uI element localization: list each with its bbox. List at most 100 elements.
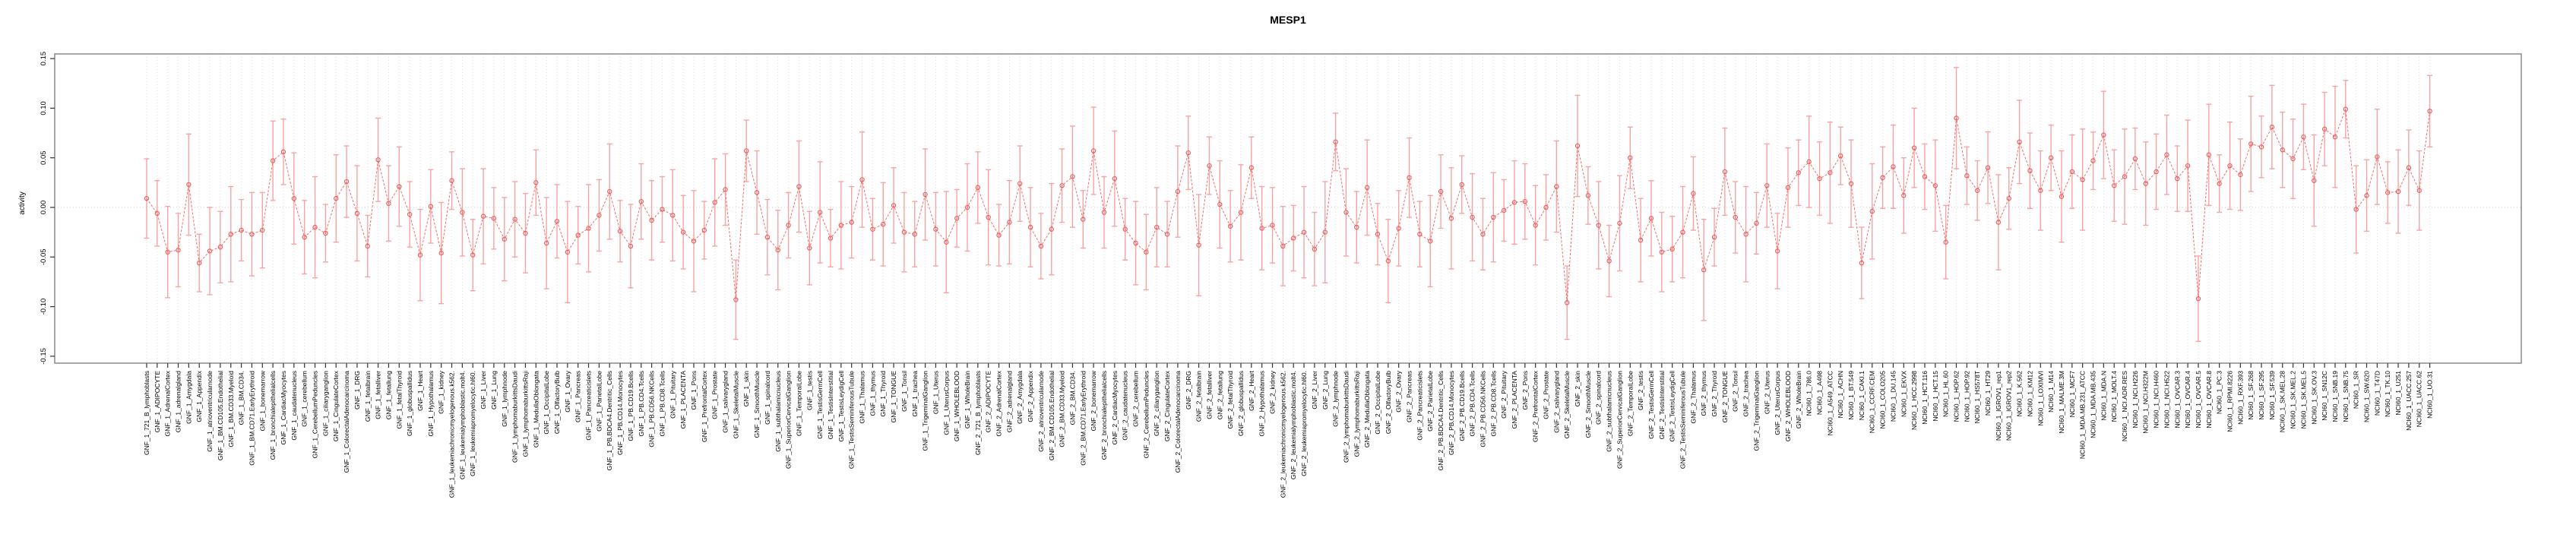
x-tick-label: GNF_2_thymus <box>1700 371 1707 416</box>
x-tick-label: GNF_1_PB.CD19.Bcells <box>627 371 635 441</box>
x-tick-label: NCI60_1_MOLT.4 <box>2110 371 2118 422</box>
data-point <box>154 210 160 217</box>
data-point <box>1975 188 1980 193</box>
x-tick-label: GNF_1_salivarygland <box>722 371 729 433</box>
data-point <box>1701 267 1707 273</box>
data-point <box>207 248 213 254</box>
plot-box <box>54 53 2522 364</box>
data-point <box>417 252 423 258</box>
data-point <box>176 247 181 253</box>
data-point <box>807 245 812 251</box>
data-point <box>1417 232 1422 237</box>
x-tick-label: GNF_2_subthalamicnucleus <box>1606 371 1613 452</box>
data-point <box>1932 183 1938 188</box>
x-tick-label: GNF_2_kidney <box>1269 370 1277 413</box>
x-tick-label: GNF_2_PLACENTA <box>1511 371 1518 429</box>
x-tick-label: GNF_1_BM.CD33.Myeloid <box>227 371 235 447</box>
data-point <box>1659 249 1665 255</box>
data-point <box>2143 181 2148 186</box>
data-point <box>1133 240 1138 246</box>
x-tick-label: GNF_1_ColorectalAdenocarcinoma <box>343 371 350 473</box>
data-point <box>291 196 297 201</box>
x-tick-label: NCI60_1_EKVX <box>1900 371 1907 417</box>
x-tick-label: NCI60_1_SNB.19 <box>2331 371 2339 422</box>
x-tick-label: GNF_2_caudatenucleus <box>1122 371 1129 441</box>
x-tick-label: GNF_1_TestisGermCell <box>816 371 824 439</box>
data-point <box>2427 109 2432 114</box>
data-point <box>2175 175 2180 182</box>
x-tick-label: NCI60_1_UACC.257 <box>2405 371 2413 431</box>
data-point <box>217 245 223 250</box>
data-point <box>964 204 970 210</box>
data-point <box>2343 106 2349 112</box>
x-tick-label: NCI60_1_ACHN <box>1837 371 1844 418</box>
x-tick-label: NCI60_1_HT29 <box>1984 371 1992 416</box>
x-tick-label: GNF_2_PB.CD19.Bcells <box>1458 371 1466 441</box>
data-point <box>1859 260 1865 266</box>
data-point <box>2027 168 2033 173</box>
data-point <box>1227 223 1233 229</box>
data-point <box>2006 196 2011 201</box>
x-tick-label: GNF_1_Lung <box>490 371 498 409</box>
x-tick-label: GNF_1_BM.CD71.EarlyErythroid <box>248 371 255 466</box>
x-tick-label: GNF_2_skin <box>1574 371 1581 407</box>
x-tick-label: GNF_1_lymphomaburkittsRaji <box>521 371 529 457</box>
data-point <box>2206 152 2212 157</box>
x-tick-label: GNF_2_ColorectalAdenocarcinoma <box>1174 371 1182 473</box>
x-tick-label: NCI60_1_NCI.H460 <box>2153 371 2160 428</box>
data-point <box>1722 169 1728 175</box>
chart-title: MESP1 <box>1270 14 1306 26</box>
data-point <box>2280 147 2285 153</box>
x-tick-label: GNF_1_bronchialepithelialcells <box>269 371 277 460</box>
x-tick-label: GNF_2_Amygdala <box>1016 371 1024 424</box>
data-point <box>786 223 791 228</box>
x-tick-label: GNF_1_Appendix <box>195 370 203 422</box>
x-tick-label: GNF_1_Pancreas <box>574 371 582 422</box>
x-tick-label: GNF_2_trachea <box>1742 371 1750 417</box>
x-tick-label: GNF_2_CingulateCortex <box>1163 370 1171 441</box>
data-point <box>397 184 402 189</box>
x-tick-label: GNF_1_Pancreaticislets <box>585 371 593 441</box>
x-tick-label: GNF_2_Lung <box>1321 371 1329 409</box>
data-point <box>354 210 360 217</box>
data-point <box>986 214 991 220</box>
data-point <box>365 243 370 249</box>
x-tick-label: NCI60_1_IGROV1_rep2 <box>2005 371 2013 441</box>
data-point <box>302 234 307 240</box>
data-point <box>1312 246 1318 252</box>
data-point <box>838 223 844 228</box>
x-tick-label: GNF_1_Tonsil <box>900 371 908 412</box>
data-point <box>1543 204 1549 210</box>
x-tick-label: GNF_2_BM.CD105.Endothelial <box>1048 371 1055 460</box>
data-point <box>270 158 276 163</box>
data-point <box>1049 226 1054 232</box>
data-point <box>954 216 960 221</box>
data-point <box>1007 220 1012 225</box>
y-tick-label: -0.05 <box>40 248 48 265</box>
series-line <box>146 109 2431 303</box>
x-tick-label: GNF_1_fetalThyroid <box>395 371 403 429</box>
data-point <box>1470 214 1475 220</box>
data-point <box>2364 193 2369 198</box>
x-tick-label: GNF_1_PB.CD56.NKCells <box>648 371 656 447</box>
data-point <box>1817 175 1822 182</box>
x-tick-label: GNF_2_Pancreas <box>1406 371 1413 422</box>
x-tick-label: GNF_1_TestisLeydigCell <box>837 371 845 442</box>
x-tick-label: GNF_1_UterusCorpus <box>942 371 950 435</box>
x-tick-label: GNF_2_BM.CD71.EarlyErythroid <box>1079 371 1087 466</box>
x-tick-label: GNF_1_Uterus <box>932 371 939 414</box>
data-point <box>1995 220 2002 225</box>
data-point <box>1943 239 1948 245</box>
data-point <box>2017 139 2022 145</box>
x-tick-label: GNF_1_BM.CD34. <box>238 371 245 425</box>
x-tick-label: NCI60_1_786.0 <box>1805 371 1813 416</box>
x-tick-label: GNF_1_AdrenalCortex <box>164 370 172 436</box>
x-tick-label: NCI60_1_COLO205 <box>1879 371 1887 429</box>
x-tick-label: GNF_2_globuspallidus <box>1237 371 1245 436</box>
data-point <box>2069 169 2075 175</box>
x-tick-label: GNF_2_Pons <box>1521 371 1529 410</box>
data-point <box>2122 174 2128 179</box>
x-tick-label: NCI60_1_CCRF.CEM <box>1869 371 1876 433</box>
data-point <box>607 188 612 194</box>
